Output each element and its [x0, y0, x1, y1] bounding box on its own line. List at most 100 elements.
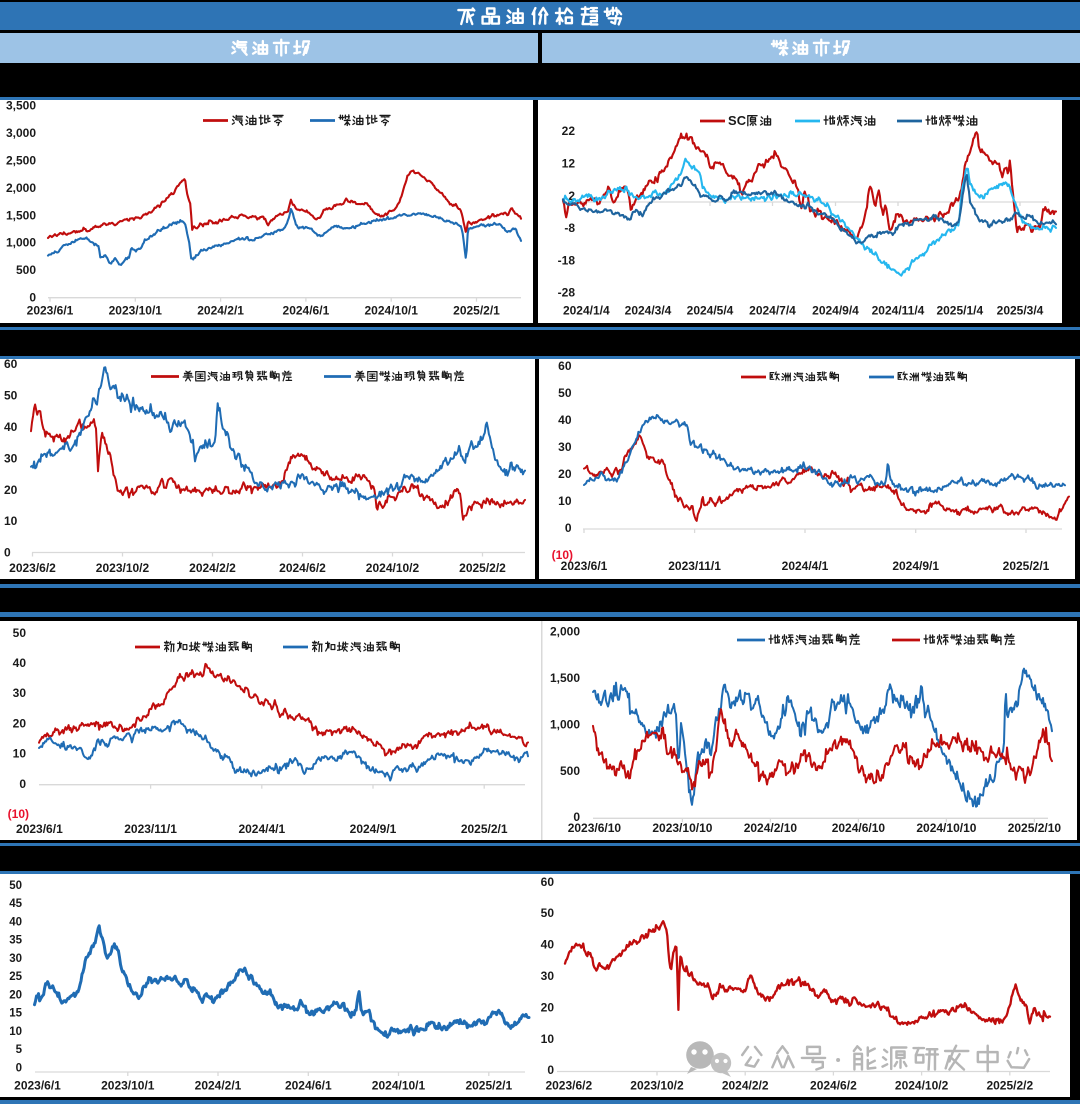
svg-text:10: 10 [558, 494, 572, 508]
svg-text:1,000: 1,000 [550, 717, 580, 731]
svg-text:20: 20 [541, 1000, 555, 1014]
svg-text:3,000: 3,000 [6, 126, 36, 140]
svg-text:2023/10/10: 2023/10/10 [652, 821, 712, 835]
svg-text:5: 5 [16, 1044, 23, 1056]
svg-text:2023/6/1: 2023/6/1 [16, 822, 63, 836]
svg-text:2023/10/2: 2023/10/2 [630, 1079, 684, 1093]
svg-text:2024/2/2: 2024/2/2 [722, 1079, 769, 1093]
svg-text:40: 40 [4, 420, 18, 434]
svg-text:500: 500 [16, 263, 36, 277]
svg-text:0: 0 [19, 777, 26, 791]
svg-text:(10): (10) [552, 548, 573, 562]
svg-text:(10): (10) [8, 807, 29, 821]
svg-text:2024/10/10: 2024/10/10 [916, 821, 976, 835]
svg-text:2024/6/2: 2024/6/2 [279, 561, 326, 575]
svg-text:50: 50 [4, 389, 18, 403]
svg-text:C: C [737, 113, 746, 128]
svg-text:2025/2/2: 2025/2/2 [986, 1079, 1033, 1093]
svg-text:35: 35 [9, 935, 22, 947]
svg-text:2025/2/1: 2025/2/1 [453, 304, 500, 318]
svg-text:30: 30 [13, 686, 27, 700]
svg-text:0: 0 [16, 1062, 22, 1074]
svg-text:10: 10 [541, 1032, 555, 1046]
svg-text:500: 500 [560, 764, 580, 778]
svg-text:30: 30 [9, 953, 22, 965]
svg-text:-8: -8 [564, 221, 575, 235]
svg-text:2024/10/1: 2024/10/1 [372, 1079, 426, 1093]
svg-text:2025/2/1: 2025/2/1 [465, 1079, 512, 1093]
svg-text:40: 40 [541, 938, 555, 952]
svg-text:2024/6/2: 2024/6/2 [810, 1079, 857, 1093]
svg-text:-18: -18 [558, 253, 576, 267]
svg-text:2023/6/1: 2023/6/1 [27, 304, 74, 318]
svg-text:20: 20 [558, 467, 572, 481]
svg-text:2024/9/1: 2024/9/1 [350, 822, 397, 836]
svg-text:2024/10/2: 2024/10/2 [366, 561, 420, 575]
svg-text:10: 10 [4, 514, 18, 528]
svg-text:2023/6/1: 2023/6/1 [561, 559, 608, 573]
svg-text:2025/1/4: 2025/1/4 [936, 304, 983, 318]
svg-text:2024/10/1: 2024/10/1 [365, 304, 419, 318]
svg-text:2024/2/10: 2024/2/10 [744, 821, 798, 835]
svg-text:40: 40 [9, 916, 22, 928]
svg-text:2023/10/1: 2023/10/1 [109, 304, 163, 318]
svg-text:2024/6/10: 2024/6/10 [832, 821, 886, 835]
svg-text:2023/6/2: 2023/6/2 [9, 561, 56, 575]
svg-text:2024/1/4: 2024/1/4 [563, 304, 610, 318]
svg-text:2024/4/1: 2024/4/1 [238, 822, 285, 836]
svg-text:30: 30 [541, 969, 555, 983]
svg-text:3,500: 3,500 [6, 98, 36, 112]
svg-text:-28: -28 [558, 286, 576, 300]
svg-text:2023/6/10: 2023/6/10 [568, 821, 622, 835]
svg-text:0: 0 [4, 546, 11, 560]
svg-text:2023/11/1: 2023/11/1 [668, 559, 721, 573]
svg-text:50: 50 [558, 386, 572, 400]
svg-text:2025/2/10: 2025/2/10 [1008, 821, 1062, 835]
svg-text:50: 50 [13, 626, 27, 640]
svg-text:2025/2/1: 2025/2/1 [461, 822, 508, 836]
svg-text:40: 40 [558, 413, 572, 427]
svg-text:2,000: 2,000 [6, 181, 36, 195]
svg-text:2023/6/2: 2023/6/2 [545, 1079, 592, 1093]
svg-text:2,500: 2,500 [6, 153, 36, 167]
svg-text:2024/11/4: 2024/11/4 [872, 304, 925, 318]
svg-text:2024/6/1: 2024/6/1 [283, 304, 330, 318]
svg-text:2024/10/2: 2024/10/2 [895, 1079, 949, 1093]
svg-text:2024/4/1: 2024/4/1 [782, 559, 829, 573]
svg-text:2024/9/4: 2024/9/4 [812, 304, 859, 318]
svg-text:20: 20 [4, 483, 18, 497]
svg-text:2025/2/1: 2025/2/1 [1003, 559, 1050, 573]
svg-text:1,500: 1,500 [550, 671, 580, 685]
svg-text:25: 25 [9, 971, 22, 983]
svg-text:12: 12 [562, 157, 576, 171]
svg-text:40: 40 [13, 656, 27, 670]
svg-text:2024/3/4: 2024/3/4 [625, 304, 672, 318]
svg-text:2024/5/4: 2024/5/4 [687, 304, 734, 318]
svg-text:30: 30 [4, 451, 18, 465]
svg-text:2: 2 [568, 189, 575, 203]
svg-text:60: 60 [558, 359, 572, 373]
svg-text:0: 0 [29, 291, 36, 305]
svg-text:60: 60 [4, 357, 18, 371]
svg-text:0: 0 [573, 810, 580, 824]
svg-text:2024/6/1: 2024/6/1 [285, 1079, 332, 1093]
svg-text:50: 50 [9, 880, 22, 892]
svg-text:10: 10 [13, 747, 27, 761]
svg-text:22: 22 [562, 124, 576, 138]
svg-text:2025/3/4: 2025/3/4 [997, 304, 1044, 318]
svg-text:50: 50 [541, 906, 555, 920]
svg-text:2025/2/2: 2025/2/2 [459, 561, 506, 575]
svg-text:20: 20 [13, 716, 27, 730]
svg-text:2023/11/1: 2023/11/1 [124, 822, 177, 836]
svg-text:45: 45 [9, 898, 22, 910]
svg-text:2024/2/1: 2024/2/1 [197, 304, 244, 318]
svg-text:20: 20 [9, 989, 22, 1001]
svg-text:0: 0 [565, 521, 572, 535]
svg-text:2024/2/2: 2024/2/2 [189, 561, 236, 575]
svg-text:10: 10 [9, 1026, 22, 1038]
svg-text:2023/6/1: 2023/6/1 [14, 1079, 61, 1093]
svg-text:S: S [728, 113, 737, 128]
svg-text:30: 30 [558, 440, 572, 454]
svg-text:1,500: 1,500 [6, 208, 36, 222]
svg-text:2023/10/2: 2023/10/2 [96, 561, 150, 575]
